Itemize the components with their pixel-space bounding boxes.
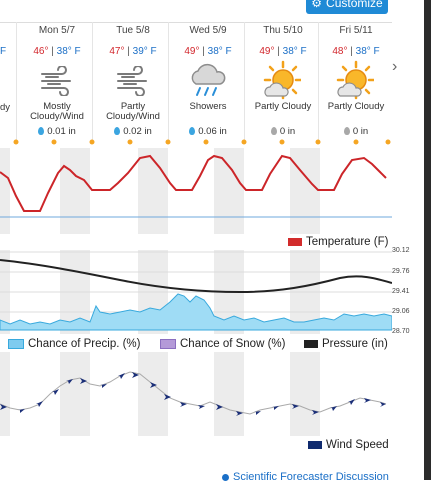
low-temp: 38° F	[207, 46, 232, 57]
raindrop-icon	[114, 127, 121, 135]
condition-text: Partly Cloudy/Wind	[106, 101, 160, 122]
temp-separator: |	[51, 46, 54, 57]
pressure-axis-label: 29.76	[392, 268, 410, 275]
legend-precip-label: Chance of Precip. (%)	[28, 338, 141, 350]
day-temps: 47° | 39° F	[95, 46, 171, 57]
precip-amount: 0 in	[245, 126, 321, 137]
high-temp: 47°	[109, 46, 125, 57]
low-temp: 39° F	[132, 46, 157, 57]
raindrop-icon	[38, 127, 45, 135]
raindrop-icon	[189, 127, 196, 135]
precip-amount: 0.02 in	[95, 126, 171, 137]
legend-pressure-label: Pressure (in)	[322, 338, 388, 350]
next-days-chevron-icon[interactable]: ›	[392, 58, 398, 75]
snow-swatch-icon	[160, 339, 176, 349]
day-temps: 49° | 38° F	[170, 46, 246, 57]
wind-icon	[41, 66, 71, 96]
day-temps: 46° | 38° F	[19, 46, 95, 57]
header-rule	[0, 22, 392, 23]
precip-value: 0.02 in	[123, 126, 152, 137]
precip-amount: 0.06 in	[170, 126, 246, 137]
temperature-swatch-icon	[288, 238, 302, 246]
raindrop-icon	[343, 127, 350, 135]
column-separator	[92, 22, 93, 140]
pressure-axis-label: 30.12	[392, 247, 410, 254]
low-temp: 38° F	[355, 46, 380, 57]
temp-separator: |	[127, 46, 130, 57]
legend-temperature-label: Temperature (F)	[306, 236, 389, 248]
condition-text: Mostly Cloudy/Wind	[30, 101, 84, 122]
temp-separator: |	[202, 46, 205, 57]
precip-value: 0 in	[352, 126, 369, 137]
condition-text: Showers	[189, 101, 227, 112]
day-label: Wed 5/9	[189, 25, 227, 36]
partial-day-condition: dy	[0, 102, 11, 113]
low-temp: 38° F	[282, 46, 307, 57]
column-separator	[318, 22, 319, 140]
wind-icon	[117, 66, 147, 96]
bullet-icon	[222, 473, 229, 481]
day-label: Thu 5/10	[263, 25, 303, 36]
gear-icon: ⚙	[311, 0, 323, 10]
partly-cloudy-icon	[336, 60, 374, 100]
column-separator	[168, 22, 169, 140]
condition-text: Partly Cloudy	[327, 101, 385, 112]
precip-swatch-icon	[8, 339, 24, 349]
partial-day-temp: F	[0, 46, 7, 57]
precip-amount: 0.01 in	[19, 126, 95, 137]
pressure-axis-label: 28.70	[392, 328, 410, 335]
column-separator	[244, 22, 245, 140]
pressure-series-line	[0, 259, 392, 294]
precip-amount: 0 in	[318, 126, 394, 137]
customize-label: Customize	[326, 0, 383, 10]
pressure-axis-label: 29.06	[392, 308, 410, 315]
legend-precip[interactable]: Chance of Precip. (%)	[8, 338, 141, 350]
precip-value: 0.06 in	[198, 126, 227, 137]
precip-value: 0 in	[279, 126, 296, 137]
temp-separator: |	[350, 46, 353, 57]
day-label: Fri 5/11	[339, 25, 373, 36]
showers-icon	[191, 63, 226, 96]
legend-temperature[interactable]: Temperature (F)	[288, 236, 388, 248]
legend-wind[interactable]: Wind Speed	[308, 439, 389, 451]
temperature-series-line	[0, 154, 387, 212]
low-temp: 38° F	[56, 46, 81, 57]
pressure-axis-label: 29.41	[392, 288, 410, 295]
day-temps: 48° | 38° F	[318, 46, 394, 57]
condition-text: Partly Cloudy	[254, 101, 312, 112]
legend-pressure[interactable]: Pressure (in)	[304, 338, 388, 350]
high-temp: 46°	[33, 46, 49, 57]
customize-button[interactable]: ⚙ Customize	[306, 0, 388, 14]
temperature-chart	[0, 139, 392, 234]
forecaster-discussion-label: Scientific Forecaster Discussion	[233, 471, 389, 483]
wind-swatch-icon	[308, 441, 322, 449]
legend-snow[interactable]: Chance of Snow (%)	[160, 338, 285, 350]
high-temp: 48°	[332, 46, 348, 57]
partly-cloudy-icon	[263, 60, 301, 100]
page-divider	[424, 0, 431, 480]
day-temps: 49° | 38° F	[245, 46, 321, 57]
high-temp: 49°	[184, 46, 200, 57]
column-separator	[16, 22, 17, 140]
day-label: Tue 5/8	[116, 25, 150, 36]
high-temp: 49°	[259, 46, 275, 57]
legend-snow-label: Chance of Snow (%)	[180, 338, 286, 350]
legend-wind-label: Wind Speed	[326, 439, 389, 451]
day-label: Mon 5/7	[38, 25, 76, 36]
precip-area	[0, 293, 392, 331]
pressure-swatch-icon	[304, 340, 318, 348]
temp-separator: |	[277, 46, 280, 57]
forecaster-discussion-link[interactable]: Scientific Forecaster Discussion	[222, 471, 389, 483]
precip-pressure-chart	[0, 250, 392, 334]
precip-value: 0.01 in	[47, 126, 76, 137]
raindrop-icon	[270, 127, 277, 135]
wind-chart	[0, 352, 387, 436]
